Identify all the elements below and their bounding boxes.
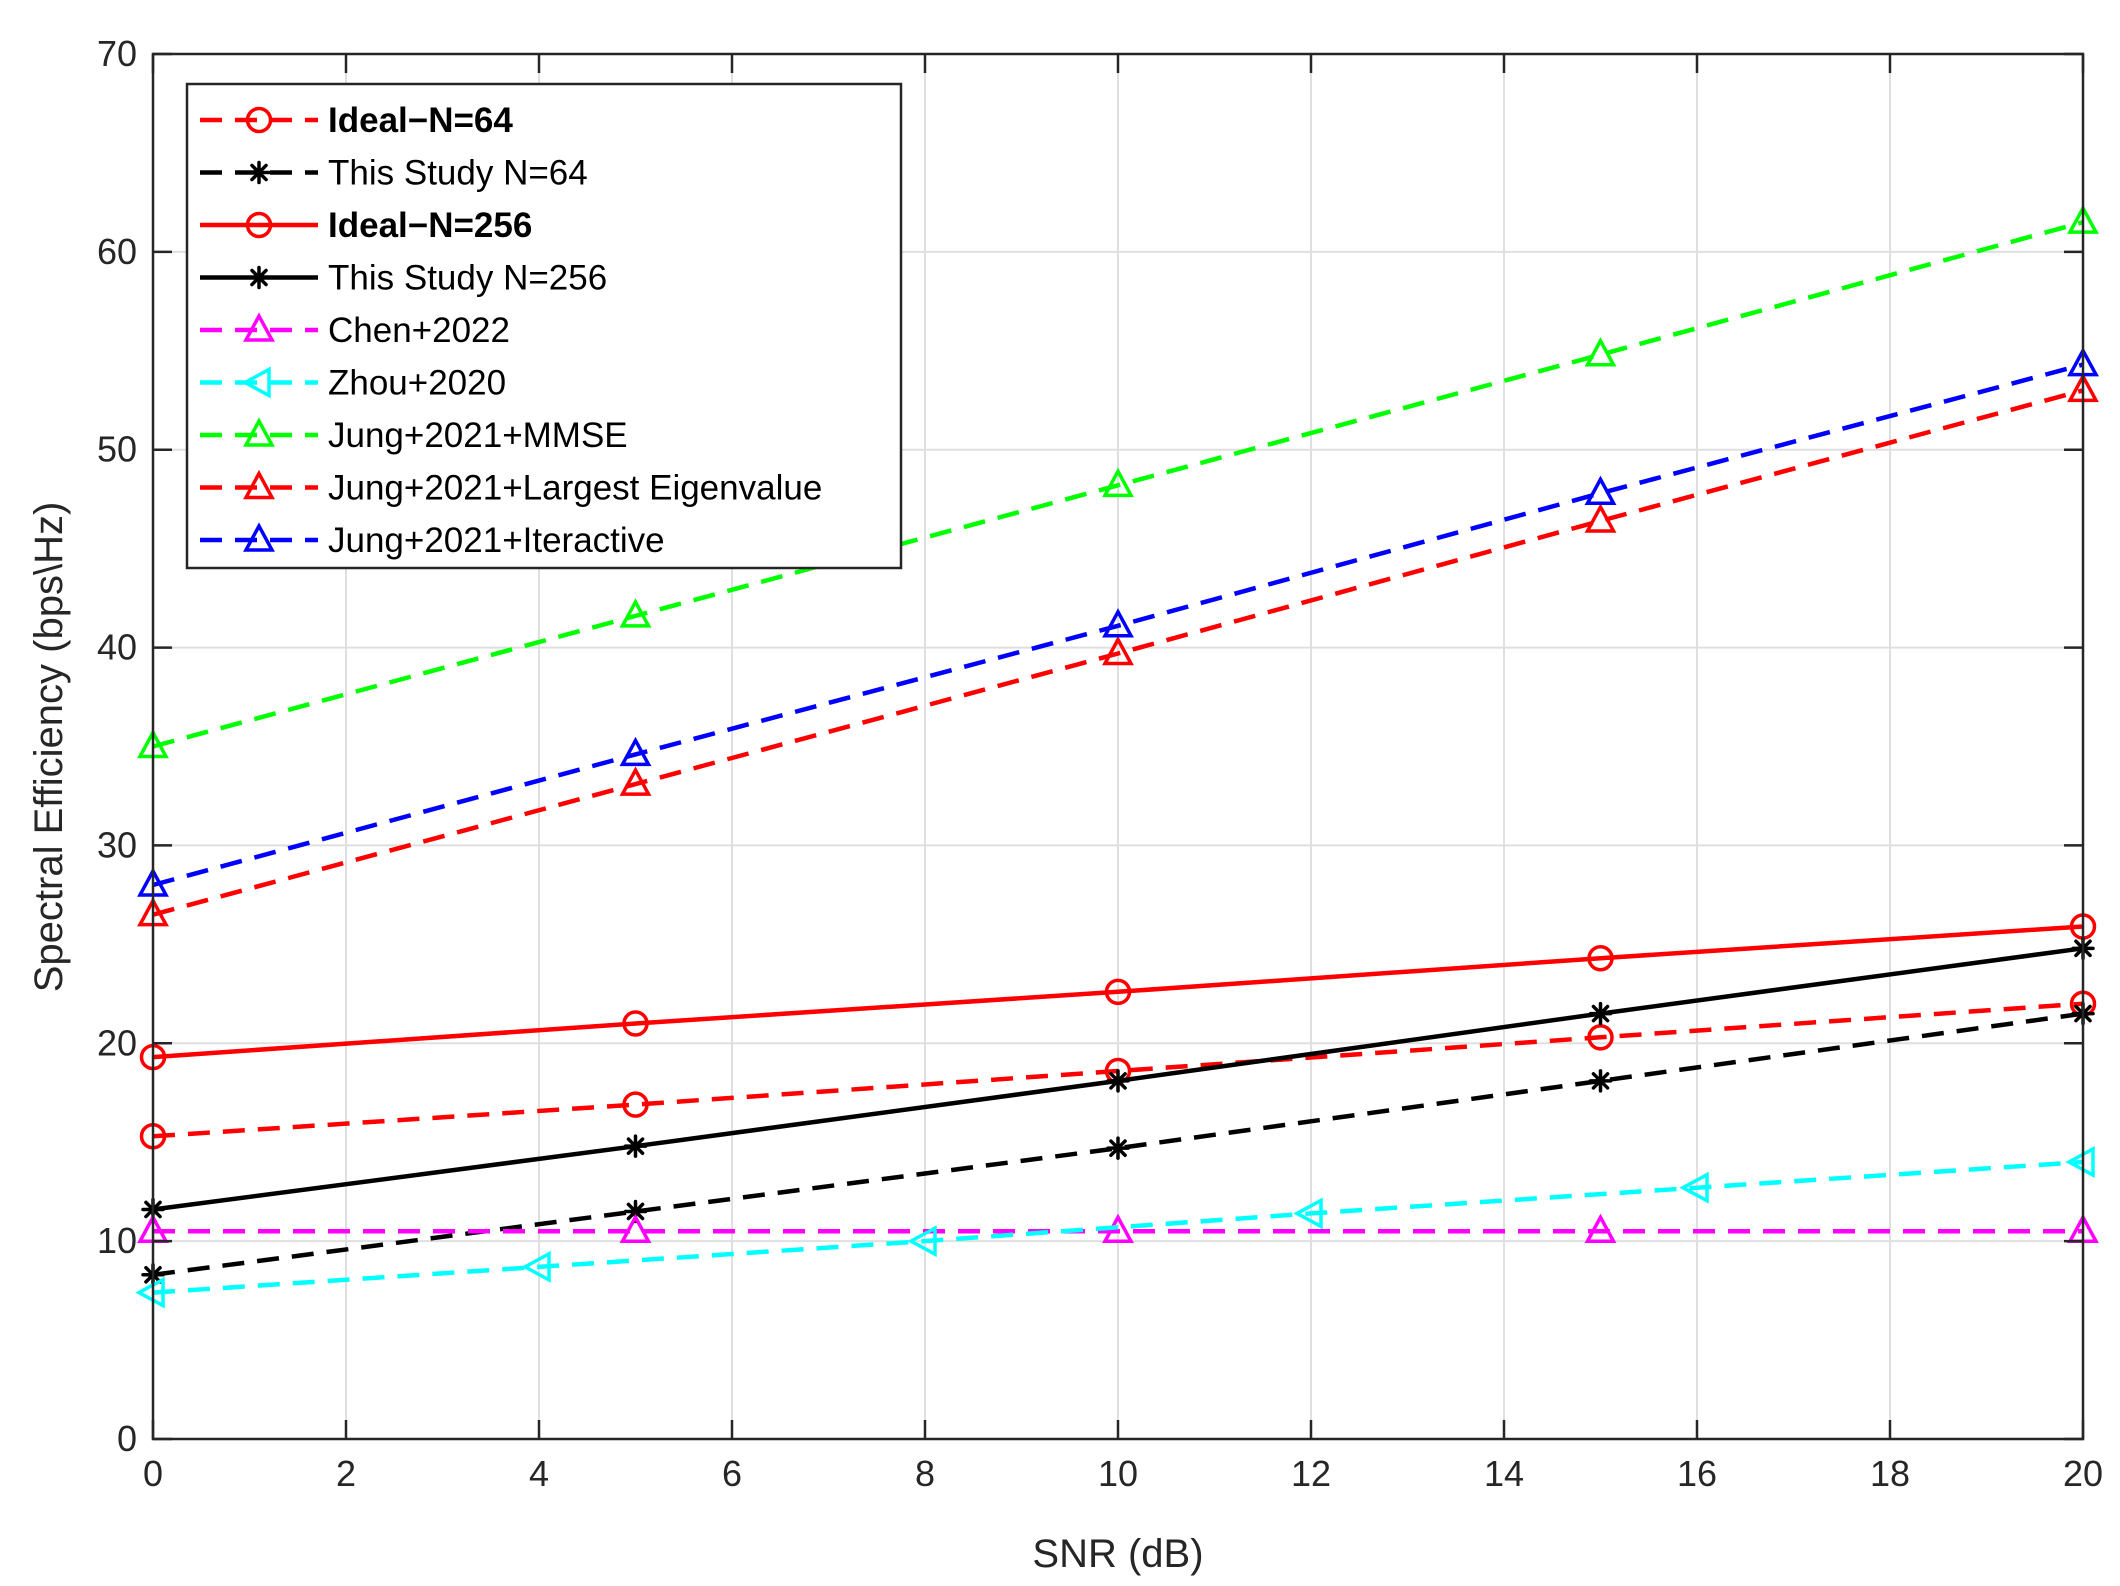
y-tick-label: 70 — [97, 33, 137, 74]
data-point — [1108, 1071, 1128, 1091]
data-point — [1591, 1071, 1611, 1091]
y-tick-label: 30 — [97, 824, 137, 865]
y-axis-label: Spectral Efficiency (bps\Hz) — [27, 502, 71, 993]
y-tick-label: 0 — [117, 1418, 137, 1459]
legend-marker — [249, 163, 269, 183]
legend-label: Ideal−N=64 — [328, 101, 513, 140]
x-tick-label: 20 — [2063, 1453, 2103, 1494]
legend: Ideal−N=64 This Study N=64 Ideal−N=256 This… — [187, 84, 901, 568]
x-tick-label: 16 — [1677, 1453, 1717, 1494]
x-tick-label: 8 — [915, 1453, 935, 1494]
y-tick-label: 20 — [97, 1022, 137, 1063]
y-tick-label: 40 — [97, 627, 137, 668]
data-point — [1108, 1138, 1128, 1158]
spectral-efficiency-chart: 0 2 4 6 8 10 12 14 16 18 20 0 10 20 30 40 50 60 70 SNR (dB… — [0, 0, 2120, 1586]
x-tick-label: 18 — [1870, 1453, 1910, 1494]
x-tick-label: 4 — [529, 1453, 549, 1494]
legend-label: Chen+2022 — [328, 311, 510, 350]
legend-label: Ideal−N=256 — [328, 206, 532, 245]
y-tick-label: 50 — [97, 429, 137, 470]
y-tick-label: 10 — [97, 1220, 137, 1261]
x-tick-label: 6 — [722, 1453, 742, 1494]
y-tick-label: 60 — [97, 231, 137, 272]
legend-marker — [249, 268, 269, 288]
legend-label: Jung+2021+MMSE — [328, 416, 628, 455]
x-tick-label: 2 — [336, 1453, 356, 1494]
x-tick-label: 14 — [1484, 1453, 1524, 1494]
x-tick-label: 10 — [1098, 1453, 1138, 1494]
data-point — [626, 1136, 646, 1156]
legend-label: This Study N=256 — [328, 259, 607, 298]
legend-label: Jung+2021+Iteractive — [328, 521, 665, 560]
legend-label: This Study N=64 — [328, 154, 588, 193]
legend-label: Zhou+2020 — [328, 364, 506, 403]
legend-label: Jung+2021+Largest Eigenvalue — [328, 469, 822, 508]
data-point — [1591, 1004, 1611, 1024]
x-axis-label: SNR (dB) — [1032, 1532, 1203, 1576]
x-tick-label: 0 — [143, 1453, 163, 1494]
x-tick-label: 12 — [1291, 1453, 1331, 1494]
